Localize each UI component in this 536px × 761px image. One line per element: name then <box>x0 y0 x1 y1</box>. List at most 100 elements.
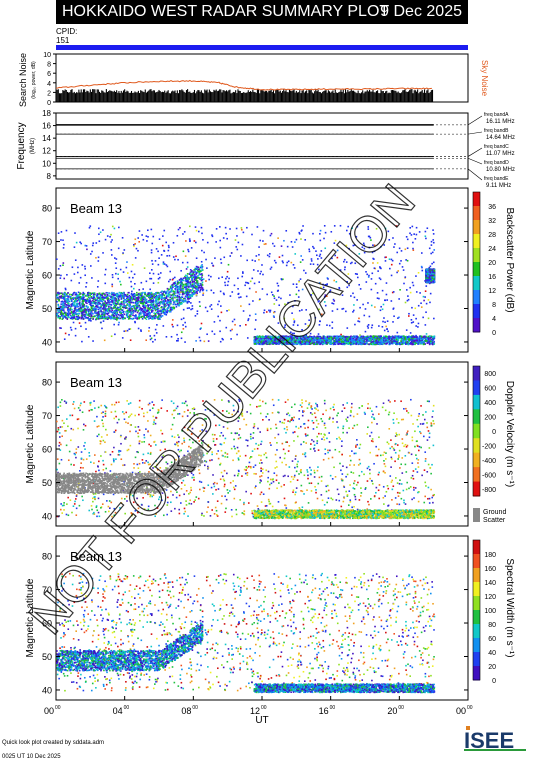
echo-cell <box>74 273 76 275</box>
echo-cell <box>64 303 66 305</box>
echo-cell <box>433 249 435 251</box>
echo-cell <box>258 254 260 256</box>
echo-cell <box>206 333 208 335</box>
echo-cell <box>267 254 269 256</box>
echo-cell <box>163 325 165 327</box>
echo-cell <box>367 325 369 327</box>
echo-cell <box>107 311 109 313</box>
echo-cell <box>149 335 151 337</box>
echo-cell <box>270 235 272 237</box>
echo-cell <box>345 311 347 313</box>
echo-cell <box>265 243 267 245</box>
echo-cell <box>165 314 167 316</box>
echo-cell <box>99 240 101 242</box>
echo-cell <box>127 316 129 318</box>
echo-cell <box>430 253 432 255</box>
noise-ytick-label: 10 <box>43 52 51 59</box>
echo-cell <box>249 288 251 290</box>
echo-cell <box>301 230 303 232</box>
echo-cell <box>413 285 415 287</box>
echo-cell <box>411 234 413 236</box>
echo-cell <box>146 281 148 283</box>
echo-cell <box>85 322 87 324</box>
echo-cell <box>374 306 376 308</box>
freq-band-label: freq bandE <box>484 176 509 182</box>
echo-cell <box>151 278 153 280</box>
freq-band-label: freq bandA <box>484 112 509 118</box>
echo-cell <box>240 305 242 307</box>
echo-cell <box>90 253 92 255</box>
echo-cell <box>425 231 427 233</box>
echo-cell <box>224 282 226 284</box>
echo-cell <box>135 297 137 299</box>
echo-cell <box>131 271 133 273</box>
echo-cell <box>152 236 154 238</box>
echo-cell <box>69 294 71 296</box>
echo-cell <box>288 260 290 262</box>
echo-cell <box>407 295 409 297</box>
echo-cell <box>399 248 401 250</box>
echo-cell <box>319 233 321 235</box>
echo-cell <box>85 328 87 330</box>
echo-cell <box>389 268 391 270</box>
noise-ytick-label: 8 <box>47 62 51 69</box>
noise-ticks: 0246810 <box>43 52 56 107</box>
echo-cell <box>147 229 149 231</box>
echo-cell <box>120 269 122 271</box>
echo-cell <box>144 316 146 318</box>
echo-cell <box>85 245 87 247</box>
echo-cell <box>127 330 129 332</box>
echo-cell <box>415 238 417 240</box>
echo-cell <box>177 338 179 340</box>
echo-cell <box>114 228 116 230</box>
sky-noise-label: Sky Noise <box>480 60 489 97</box>
echo-cell <box>158 282 160 284</box>
echo-cell <box>172 286 174 288</box>
echo-cell <box>308 249 310 251</box>
echo-cell <box>264 309 266 311</box>
echo-cell <box>163 261 165 263</box>
echo-cell <box>192 281 194 283</box>
echo-cell <box>199 337 201 339</box>
echo-cell <box>419 292 421 294</box>
echo-cell <box>185 240 187 242</box>
echo-cell <box>283 240 285 242</box>
echo-cell <box>142 288 144 290</box>
echo-cell <box>165 242 167 244</box>
echo-cell <box>71 329 73 331</box>
echo-cell <box>241 227 243 229</box>
echo-cell <box>56 258 58 260</box>
echo-cell <box>228 278 230 280</box>
echo-cell <box>397 270 399 272</box>
echo-cell <box>201 250 203 252</box>
echo-cell <box>380 310 382 312</box>
echo-cell <box>142 318 144 320</box>
echo-cell <box>216 228 218 230</box>
echo-cell <box>60 306 62 308</box>
echo-cell <box>181 331 183 333</box>
echo-cell <box>131 286 133 288</box>
noise-ytick-label: 6 <box>47 71 51 78</box>
echo-cell <box>169 279 171 281</box>
echo-cell <box>385 260 387 262</box>
echo-cell <box>130 339 132 341</box>
echo-cell <box>144 267 146 269</box>
echo-cell <box>105 269 107 271</box>
echo-cell <box>382 326 384 328</box>
echo-cell <box>186 268 188 270</box>
echo-cell <box>252 259 254 261</box>
echo-cell <box>291 262 293 264</box>
echo-cell <box>382 308 384 310</box>
echo-cell <box>141 234 143 236</box>
echo-cell <box>300 261 302 263</box>
echo-cell <box>363 315 365 317</box>
echo-cell <box>259 298 261 300</box>
echo-cell <box>184 287 186 289</box>
echo-cell <box>266 294 268 296</box>
echo-cell <box>400 260 402 262</box>
echo-cell <box>263 230 265 232</box>
echo-cell <box>425 235 427 237</box>
echo-cell <box>415 275 417 277</box>
echo-cell <box>72 266 74 268</box>
echo-cell <box>380 306 382 308</box>
